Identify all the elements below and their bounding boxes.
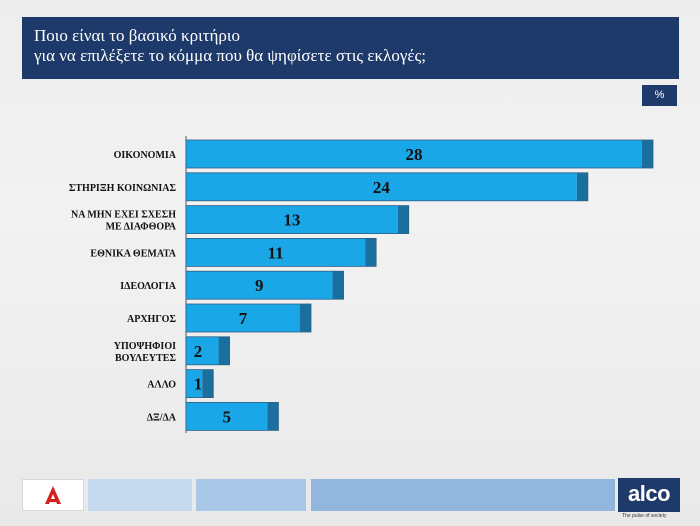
bar-value-label: 2 [194,342,203,361]
bar-shadow [300,304,311,332]
bar-shadow [218,336,230,365]
bar [186,369,203,398]
bar [186,238,366,267]
category-label: ΔΞ/ΔΑ [147,412,177,423]
category-label: ΙΔΕΟΛΟΓΙΑ [120,281,176,292]
bar [186,172,577,201]
category-label: ΑΡΧΗΓΟΣ [127,314,176,325]
category-label: ΑΛΛΟ [147,380,176,391]
alco-tagline: The pulse of society [622,513,667,519]
footer-strip-3 [311,479,615,511]
bar-shadow [397,205,409,234]
bar-value-label: 7 [239,309,248,328]
bar-shadow [365,238,377,267]
bar-value-label: 13 [283,211,300,230]
category-label: ΝΑ ΜΗΝ ΕΧΕΙ ΣΧΕΣΗ [71,210,176,221]
bar [186,336,219,365]
bar-outline [185,270,344,300]
question-header: Ποιο είναι το βασικό κριτήριο για να επι… [22,17,679,79]
bar-outline [185,369,214,399]
bar [186,205,398,234]
bar-value-label: 5 [222,407,231,426]
footer-strip-1 [88,479,192,511]
question-title-line-2: για να επιλέξετε το κόμμα που θα ψηφίσετ… [34,46,426,65]
alpha-logo-icon [45,486,61,504]
bar-shadow [576,172,588,201]
bar-shadow [642,140,653,168]
bar [186,402,268,431]
bar-outline [185,336,230,366]
bar [186,304,300,332]
category-label: ΣΤΗΡΙΞΗ ΚΟΙΝΩΝΙΑΣ [69,183,177,194]
footer-strip-2 [196,479,306,511]
bar-outline [185,205,410,235]
bar [186,140,642,168]
bar-outline [185,172,589,202]
broadcaster-logo [22,479,84,511]
bar-value-label: 24 [373,178,391,197]
category-label: ΜΕ ΔΙΑΦΘΟΡΑ [106,222,177,233]
bar-shadow [202,369,214,398]
bar-shadow [332,271,344,300]
bar-value-label: 28 [406,145,423,164]
category-label: ΕΘΝΙΚΑ ΘΕΜΑΤΑ [90,248,176,259]
question-title-line-1: Ποιο είναι το βασικό κριτήριο [34,26,240,45]
bar-value-label: 9 [255,276,264,295]
bar-outline [185,237,377,267]
bar-value-label: 11 [268,243,284,262]
bar-shadow [267,402,279,431]
category-label: ΟΙΚΟΝΟΜΙΑ [114,150,177,161]
category-label: ΒΟΥΛΕΥΤΕΣ [115,353,176,364]
bar-outline [185,139,654,169]
category-label: ΥΠΟΨΗΦΙΟΙ [114,341,176,352]
bar-outline [185,303,312,333]
bar-outline [185,401,279,431]
alco-logo: alco [618,478,680,512]
bar-value-label: 1 [194,375,203,394]
percent-unit-badge: % [642,85,677,106]
bar [186,271,333,300]
